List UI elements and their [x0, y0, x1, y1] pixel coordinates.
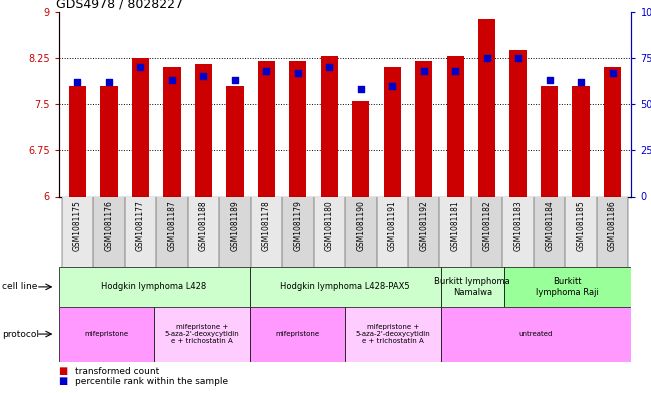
Text: mifepristone: mifepristone [275, 331, 320, 337]
Text: GSM1081175: GSM1081175 [73, 200, 82, 251]
Text: Burkitt
lymphoma Raji: Burkitt lymphoma Raji [536, 277, 600, 297]
Bar [321, 56, 338, 196]
Text: ■: ■ [59, 376, 68, 386]
Point [198, 73, 208, 79]
Bar [441, 267, 504, 307]
Bar [156, 196, 187, 267]
Text: untreated: untreated [519, 331, 553, 337]
Bar [345, 196, 376, 267]
Bar [565, 196, 597, 267]
Text: GSM1081190: GSM1081190 [356, 200, 365, 251]
Bar [59, 307, 154, 362]
Point [72, 79, 83, 85]
Text: ■: ■ [59, 366, 68, 376]
Point [576, 79, 587, 85]
Point [261, 68, 271, 74]
Text: GSM1081189: GSM1081189 [230, 200, 240, 251]
Point [324, 64, 335, 70]
Bar [572, 86, 590, 196]
Bar [154, 307, 249, 362]
Text: GSM1081192: GSM1081192 [419, 200, 428, 251]
Point [167, 77, 177, 83]
Bar [251, 196, 282, 267]
Bar [376, 196, 408, 267]
Point [292, 70, 303, 76]
Bar [441, 307, 631, 362]
Point [513, 55, 523, 61]
Bar [415, 61, 432, 196]
Text: mifepristone +
5-aza-2'-deoxycytidin
e + trichostatin A: mifepristone + 5-aza-2'-deoxycytidin e +… [165, 324, 239, 344]
Text: GSM1081186: GSM1081186 [608, 200, 617, 251]
Point [135, 64, 146, 70]
Point [387, 83, 398, 89]
Text: GSM1081177: GSM1081177 [136, 200, 145, 251]
Bar [187, 196, 219, 267]
Text: GSM1081178: GSM1081178 [262, 200, 271, 251]
Bar [249, 267, 441, 307]
Bar [408, 196, 439, 267]
Point [450, 68, 460, 74]
Bar [541, 86, 559, 196]
Bar [439, 196, 471, 267]
Bar [345, 307, 441, 362]
Text: mifepristone: mifepristone [84, 331, 128, 337]
Text: GDS4978 / 8028227: GDS4978 / 8028227 [56, 0, 183, 11]
Bar [100, 86, 118, 196]
Bar [59, 267, 249, 307]
Text: Hodgkin lymphoma L428-PAX5: Hodgkin lymphoma L428-PAX5 [280, 283, 410, 291]
Text: GSM1081187: GSM1081187 [167, 200, 176, 251]
Point [607, 70, 618, 76]
Bar [597, 196, 628, 267]
Bar [69, 86, 86, 196]
Point [104, 79, 114, 85]
Text: GSM1081179: GSM1081179 [294, 200, 302, 251]
Point [482, 55, 492, 61]
Bar [503, 196, 534, 267]
Bar [447, 56, 464, 196]
Bar [93, 196, 125, 267]
Text: Burkitt lymphoma
Namalwa: Burkitt lymphoma Namalwa [434, 277, 510, 297]
Bar [249, 307, 345, 362]
Text: mifepristone +
5-aza-2'-deoxycytidin
e + trichostatin A: mifepristone + 5-aza-2'-deoxycytidin e +… [355, 324, 430, 344]
Point [355, 86, 366, 92]
Point [230, 77, 240, 83]
Text: transformed count: transformed count [75, 367, 159, 376]
Text: protocol: protocol [2, 330, 39, 338]
Bar [219, 196, 251, 267]
Text: GSM1081185: GSM1081185 [577, 200, 586, 251]
Text: percentile rank within the sample: percentile rank within the sample [75, 377, 228, 386]
Bar [132, 58, 149, 196]
Bar [604, 67, 621, 196]
Text: cell line: cell line [2, 283, 37, 291]
Bar [504, 267, 631, 307]
Bar [534, 196, 565, 267]
Bar [478, 19, 495, 196]
Bar [314, 196, 345, 267]
Text: GSM1081180: GSM1081180 [325, 200, 334, 251]
Bar [282, 196, 314, 267]
Text: GSM1081183: GSM1081183 [514, 200, 523, 251]
Bar [352, 101, 369, 196]
Text: GSM1081188: GSM1081188 [199, 200, 208, 251]
Point [544, 77, 555, 83]
Bar [125, 196, 156, 267]
Bar [163, 67, 180, 196]
Bar [195, 64, 212, 196]
Text: Hodgkin lymphoma L428: Hodgkin lymphoma L428 [102, 283, 207, 291]
Text: GSM1081182: GSM1081182 [482, 200, 491, 251]
Bar [258, 61, 275, 196]
Bar [471, 196, 503, 267]
Bar [383, 67, 401, 196]
Bar [510, 50, 527, 196]
Bar [289, 61, 307, 196]
Point [419, 68, 429, 74]
Text: GSM1081184: GSM1081184 [545, 200, 554, 251]
Bar [226, 86, 243, 196]
Text: GSM1081181: GSM1081181 [450, 200, 460, 251]
Bar [62, 196, 93, 267]
Text: GSM1081191: GSM1081191 [388, 200, 396, 251]
Text: GSM1081176: GSM1081176 [104, 200, 113, 251]
